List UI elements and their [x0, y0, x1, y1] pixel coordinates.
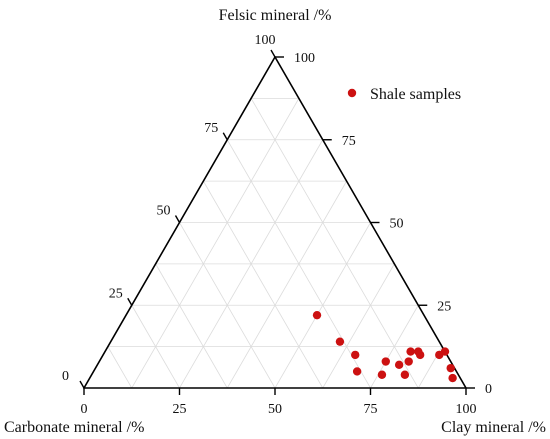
data-point	[377, 370, 387, 379]
felsic-tick-mark	[79, 380, 85, 389]
grid-line-clay	[274, 222, 371, 389]
legend-marker	[347, 88, 357, 98]
data-point	[448, 373, 457, 383]
grid-line-clay	[226, 180, 347, 389]
grid-line-carbonate	[107, 346, 133, 389]
felsic-tick-mark	[127, 297, 133, 306]
grid-line-carbonate	[155, 263, 228, 389]
carbonate-axis-title: Carbonate mineral /%	[4, 419, 144, 436]
data-point	[404, 357, 413, 366]
legend-label: Shale samples	[370, 86, 461, 103]
data-point	[351, 350, 360, 360]
data-points	[312, 310, 457, 383]
carbonate-tick-50: 50	[390, 217, 404, 232]
carbonate-tick-100: 100	[294, 51, 315, 66]
felsic-tick-25: 25	[109, 286, 123, 301]
grid-line-carbonate	[250, 98, 419, 389]
clay-tick-75: 75	[364, 402, 378, 417]
clay-axis-title: Clay mineral /%	[441, 419, 546, 436]
felsic-tick-labels: 0 25 50 75 100	[62, 33, 276, 384]
grid-line-carbonate	[203, 180, 324, 389]
legend: Shale samples	[347, 86, 461, 103]
tick-marks	[79, 49, 475, 395]
data-point	[335, 337, 345, 346]
carbonate-tick-25: 25	[437, 299, 451, 314]
data-point	[352, 367, 362, 376]
felsic-axis-title: Felsic mineral /%	[219, 7, 332, 24]
grid-lines	[107, 97, 443, 389]
data-point	[446, 363, 455, 373]
clay-tick-25: 25	[173, 402, 187, 417]
carbonate-tick-75: 75	[342, 134, 356, 149]
carbonate-tick-labels: 0 25 50 75 100	[294, 51, 492, 397]
grid-line-clay	[131, 98, 300, 389]
felsic-tick-75: 75	[204, 121, 218, 136]
felsic-tick-mark	[222, 132, 228, 141]
felsic-tick-100: 100	[255, 33, 276, 48]
data-point	[400, 370, 410, 379]
grid-line-clay	[322, 263, 395, 389]
data-point	[415, 350, 425, 360]
felsic-tick-0: 0	[62, 369, 69, 384]
felsic-tick-50: 50	[157, 204, 171, 219]
clay-tick-100: 100	[456, 402, 477, 417]
data-point	[440, 347, 450, 356]
data-point	[381, 357, 390, 366]
carbonate-tick-0: 0	[485, 382, 492, 397]
clay-tick-0: 0	[81, 402, 88, 417]
clay-tick-labels: 0 25 50 75 100	[81, 402, 477, 417]
clay-tick-50: 50	[268, 402, 282, 417]
grid-line-carbonate	[131, 305, 180, 389]
grid-line-carbonate	[179, 222, 276, 389]
felsic-tick-mark	[174, 215, 181, 223]
data-point	[394, 360, 404, 370]
felsic-tick-mark	[270, 49, 276, 58]
data-point	[406, 347, 415, 356]
data-point	[312, 310, 322, 320]
